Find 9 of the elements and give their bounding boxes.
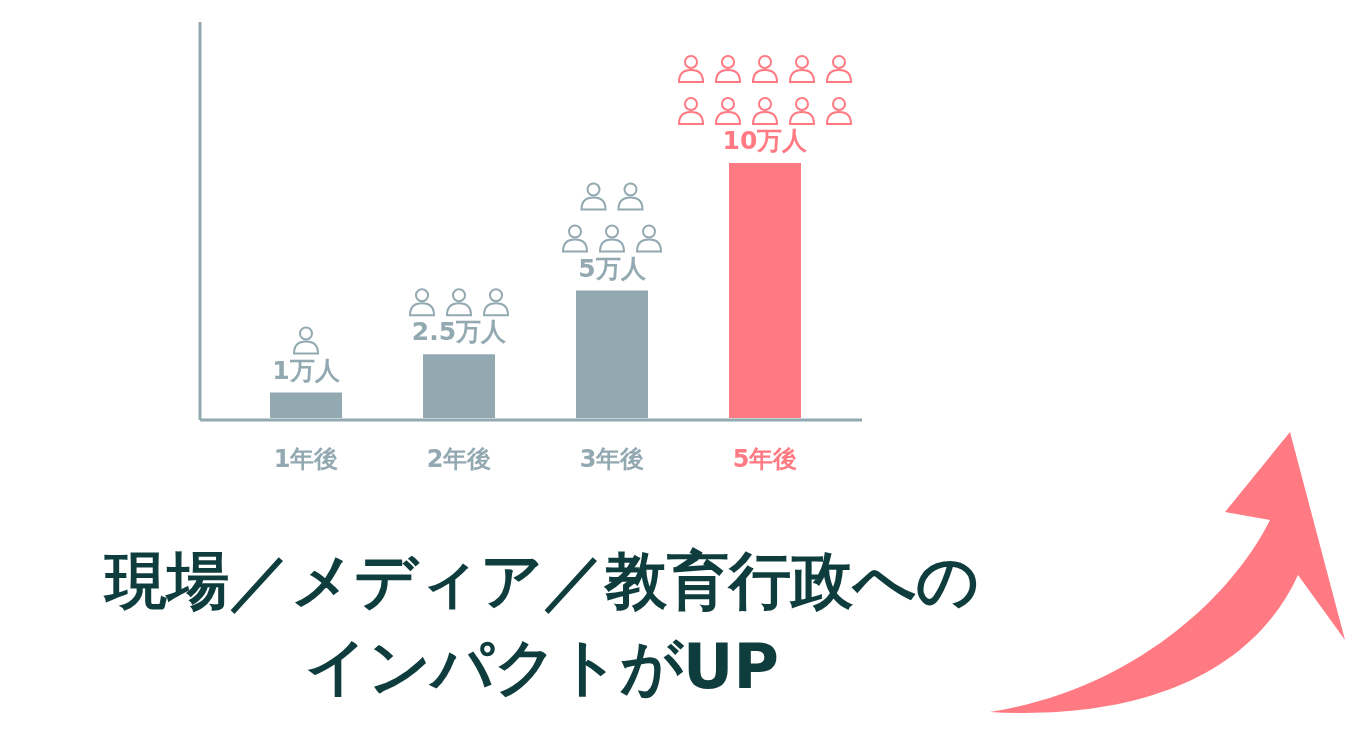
x-tick-label: 2年後 — [426, 445, 492, 473]
text: 現場／メディア／教育行政へのインパクトがUP — [102, 543, 980, 705]
data-label: 5万人 — [578, 253, 647, 283]
x-tick-label: 3年後 — [579, 445, 645, 473]
x-tick-label: 1年後 — [273, 445, 339, 473]
x-tick-label: 5年後 — [732, 445, 798, 473]
data-label: 2.5万人 — [411, 317, 508, 347]
data-label: 1万人 — [272, 355, 341, 385]
data-label: 10万人 — [722, 126, 809, 155]
